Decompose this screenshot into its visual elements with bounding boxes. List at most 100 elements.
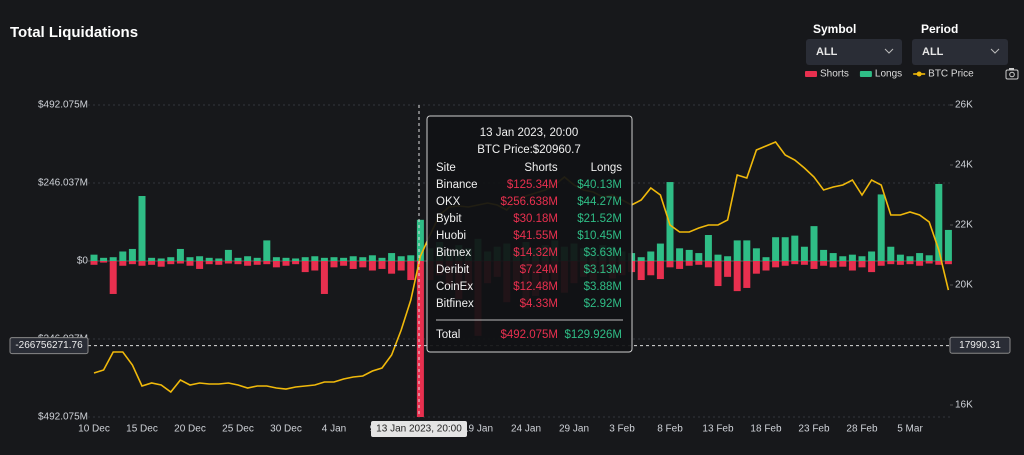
tooltip-cell: Binance [436,179,478,191]
bar [791,235,799,261]
tooltip-cell: $3.88M [584,281,622,293]
bar [944,261,952,265]
tooltip-cell: $2.92M [584,298,622,310]
bar [858,261,866,268]
bar [224,261,232,264]
bar [752,261,760,274]
bar [762,261,770,271]
crosshair-x-label: 13 Jan 2023, 20:00 [376,424,462,435]
x-tick-label: 29 Jan [559,424,589,435]
tooltip-total: $492.075M [500,329,558,341]
bar [820,249,828,261]
bar [656,243,664,261]
bar [666,182,674,261]
bar [407,261,415,281]
bar [349,261,357,269]
bar [877,261,885,266]
bar [896,254,904,261]
tooltip-header: Site [436,162,456,174]
bar [128,248,136,261]
bar [320,261,328,294]
bar [743,240,751,261]
bar [791,261,799,265]
bar [868,261,876,273]
legend-swatch [859,71,872,77]
bar [196,256,204,261]
x-tick-label: 30 Dec [270,424,302,435]
legend-label: Longs [875,69,902,80]
period-select[interactable] [912,39,1008,65]
bar [800,261,808,265]
bar [906,256,914,261]
bar [205,257,213,261]
tooltip-cell: Huobi [436,230,466,242]
bar [810,261,818,269]
bar [839,256,847,261]
symbol-select[interactable] [806,39,902,65]
bar [359,261,367,268]
bar [301,257,309,261]
x-tick-label: 13 Feb [702,424,734,435]
bar [752,248,760,261]
x-tick-label: 19 Jan [463,424,493,435]
bar [311,256,319,261]
bar [733,240,741,261]
bar [109,257,117,261]
bar [772,261,780,268]
bar [263,261,271,265]
bar [848,261,856,271]
bar [368,261,376,271]
camera-button[interactable] [1005,68,1019,80]
bar [416,261,424,417]
crosshair-label-bg [371,421,467,437]
bar [234,257,242,261]
bar [100,261,108,263]
tooltip-cell: Deribit [436,264,470,276]
bar [887,261,895,265]
bar [685,249,693,261]
bar [676,261,684,269]
bar [282,257,290,261]
bar [695,253,703,261]
x-tick-label: 20 Dec [174,424,206,435]
legend-label: Shorts [820,69,849,80]
bar [205,261,213,265]
bar [292,261,300,265]
tooltip-cell: Bitmex [436,247,471,259]
bar [896,261,904,265]
bar [647,261,655,276]
bar [330,261,338,268]
bar [167,257,175,261]
tooltip-cell: $3.13M [584,264,622,276]
tooltip-cell: $21.52M [577,213,622,225]
bar [829,253,837,261]
legend-label: BTC Price [928,69,974,80]
bar [685,261,693,266]
x-tick-label: 4 Jan [322,424,346,435]
tooltip-total: $129.926M [564,329,622,341]
bar [90,254,98,261]
y-tick-label: $492.075M [38,412,88,423]
bar [724,256,732,261]
bar [714,254,722,261]
y-tick-label: $492.075M [38,100,88,111]
bar [196,261,204,269]
tooltip-header: Shorts [524,162,557,174]
x-tick-label: 18 Feb [750,424,782,435]
bar [215,261,223,265]
x-tick-label: 5 Mar [897,424,923,435]
tooltip-cell: $7.24M [520,264,558,276]
bar [224,249,232,261]
tooltip-cell: $10.45M [577,230,622,242]
bar [90,261,98,265]
tooltip-cell: $41.55M [513,230,558,242]
chevron [884,48,894,54]
bar [282,261,290,266]
crosshair-y2-label: 17990.31 [959,340,1001,351]
crosshair-label-bg [949,336,1011,354]
bar [272,257,280,261]
bar [781,261,789,266]
bar [176,261,184,264]
bar [359,257,367,261]
